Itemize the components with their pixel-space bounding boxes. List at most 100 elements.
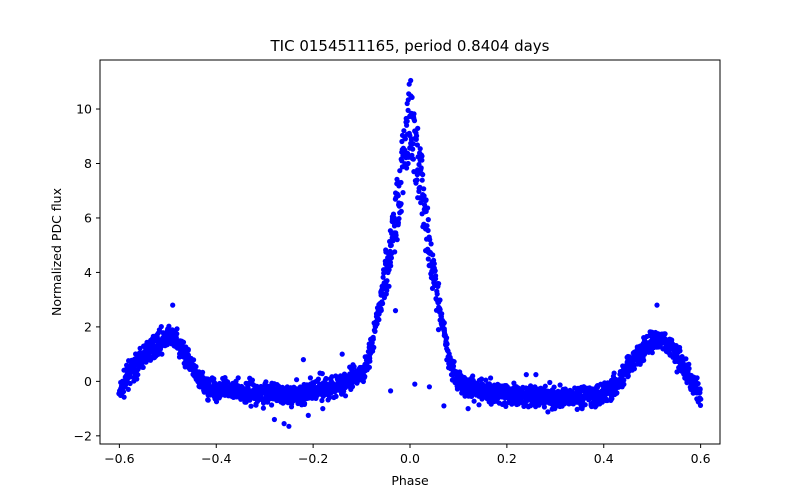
- outlier-point: [441, 403, 447, 409]
- data-point: [405, 160, 411, 167]
- x-tick-label: −0.2: [298, 451, 328, 466]
- y-tick-label: 6: [84, 210, 92, 225]
- data-point: [503, 403, 509, 409]
- data-point: [121, 394, 127, 400]
- data-point: [410, 156, 416, 162]
- outlier-point: [465, 406, 471, 412]
- data-point: [386, 267, 392, 273]
- data-point: [674, 369, 680, 375]
- data-point: [443, 336, 449, 342]
- x-tick-label: 0.2: [497, 451, 517, 466]
- data-point: [366, 364, 372, 370]
- data-point: [420, 172, 426, 178]
- x-tick-label: 0.6: [691, 451, 711, 466]
- data-point: [697, 402, 704, 408]
- data-point: [425, 227, 431, 234]
- outlier-point: [170, 302, 176, 308]
- outlier-point: [533, 372, 539, 378]
- data-point: [425, 205, 431, 211]
- data-point: [404, 118, 410, 124]
- data-point: [404, 122, 410, 128]
- outlier-point: [281, 421, 287, 427]
- data-point: [411, 118, 418, 124]
- data-point: [582, 402, 588, 408]
- data-point: [307, 375, 313, 381]
- data-point: [398, 201, 404, 207]
- data-point: [174, 331, 180, 337]
- outlier-point: [286, 423, 292, 429]
- data-point: [686, 361, 692, 367]
- data-point: [384, 278, 390, 284]
- data-point: [398, 208, 404, 214]
- x-axis: −0.6 −0.4 −0.2 0.0 0.2 0.4 0.6: [104, 444, 711, 466]
- data-point: [419, 153, 425, 159]
- data-point: [135, 372, 141, 378]
- data-point: [260, 405, 266, 411]
- data-point: [428, 241, 434, 247]
- data-point: [414, 142, 420, 148]
- x-tick-label: 0.0: [400, 451, 420, 466]
- data-point: [395, 193, 401, 199]
- data-point: [370, 336, 376, 342]
- data-point: [425, 217, 431, 223]
- data-point: [392, 249, 398, 255]
- data-point: [185, 346, 191, 353]
- data-point: [432, 268, 438, 274]
- data-point: [451, 359, 457, 365]
- data-point: [386, 283, 392, 289]
- data-point: [362, 373, 368, 380]
- data-point: [579, 406, 585, 412]
- data-point: [444, 341, 450, 347]
- x-tick-label: −0.6: [104, 451, 134, 466]
- data-point: [408, 77, 414, 84]
- data-point: [414, 177, 420, 183]
- y-tick-label: 2: [84, 319, 92, 334]
- data-points: [116, 77, 704, 429]
- outlier-point: [523, 372, 529, 378]
- data-point: [641, 357, 647, 363]
- outlier-point: [271, 416, 277, 423]
- data-point: [620, 381, 627, 387]
- data-point: [394, 237, 400, 243]
- data-point: [294, 377, 300, 383]
- data-point: [423, 197, 429, 203]
- data-point: [430, 252, 436, 258]
- data-point: [393, 232, 399, 238]
- data-point: [127, 380, 133, 387]
- data-point: [193, 364, 199, 370]
- x-tick-label: 0.4: [594, 451, 614, 466]
- data-point: [425, 256, 431, 262]
- data-point: [401, 128, 407, 134]
- outlier-point: [368, 346, 374, 352]
- data-point: [380, 300, 386, 307]
- data-point: [405, 97, 411, 103]
- data-point: [396, 216, 402, 222]
- y-tick-label: 10: [76, 102, 92, 117]
- data-point: [405, 107, 411, 113]
- data-point: [419, 157, 425, 163]
- y-tick-label: −2: [74, 428, 92, 443]
- outlier-point: [654, 302, 660, 308]
- data-point: [411, 111, 417, 117]
- data-point: [695, 381, 701, 387]
- data-point: [631, 366, 638, 372]
- data-point: [574, 406, 580, 412]
- data-point: [191, 357, 197, 363]
- outlier-point: [339, 351, 345, 357]
- data-point: [437, 307, 443, 313]
- data-point: [180, 339, 187, 345]
- data-point: [120, 389, 127, 395]
- data-point: [125, 386, 131, 392]
- data-point: [376, 317, 382, 323]
- data-point: [263, 379, 269, 385]
- data-point: [431, 261, 437, 267]
- data-point: [488, 375, 494, 381]
- data-point: [405, 150, 411, 156]
- data-point: [395, 220, 401, 226]
- data-point: [421, 193, 427, 199]
- outlier-point: [388, 388, 394, 394]
- data-point: [694, 375, 700, 381]
- data-point: [541, 404, 548, 410]
- data-point: [427, 237, 433, 243]
- data-point: [302, 400, 308, 406]
